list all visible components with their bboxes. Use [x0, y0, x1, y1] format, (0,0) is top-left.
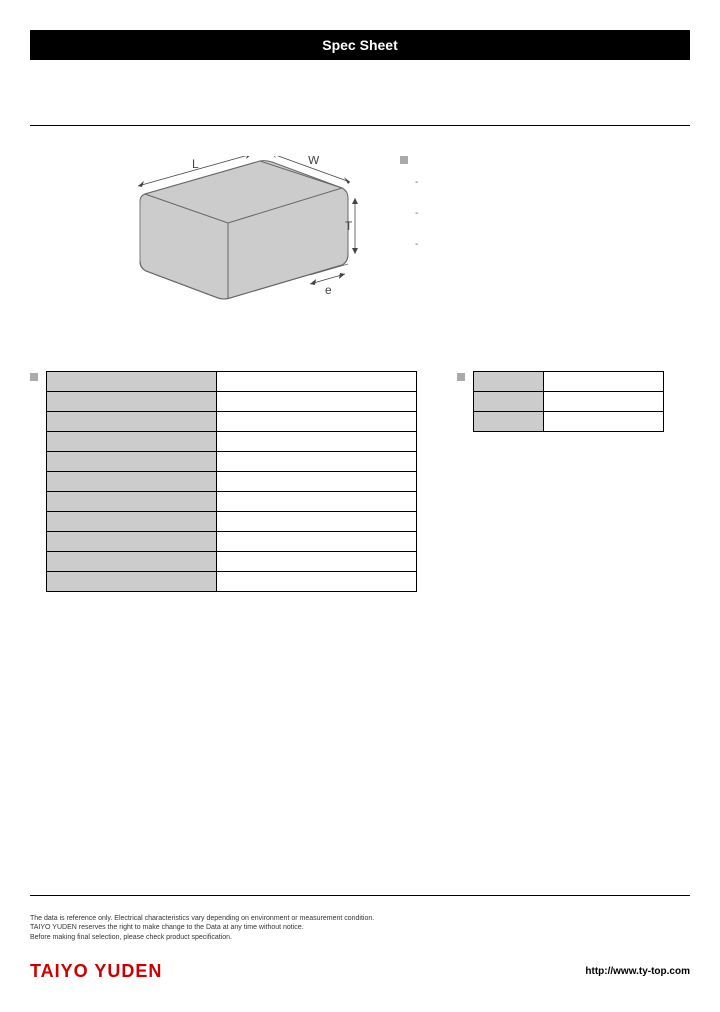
spec-value	[217, 432, 417, 452]
spec-label	[47, 532, 217, 552]
table-row	[47, 472, 417, 492]
disclaimer: The data is reference only. Electrical c…	[30, 914, 690, 943]
table-row	[474, 412, 664, 432]
dim-label-t: T	[345, 219, 353, 233]
spec-value	[217, 492, 417, 512]
spec-value	[217, 372, 417, 392]
table-row	[47, 372, 417, 392]
table-row	[47, 552, 417, 572]
bullet-icon	[457, 373, 465, 381]
dim-label-w: W	[308, 156, 320, 167]
feature-item: -	[415, 239, 690, 250]
feature-list: - - -	[400, 156, 690, 331]
component-diagram: L W T e	[120, 156, 360, 331]
spec-value	[544, 392, 664, 412]
table-row	[47, 432, 417, 452]
table-row	[474, 392, 664, 412]
spec-value	[544, 412, 664, 432]
spec-value	[217, 392, 417, 412]
disclaimer-line: Before making final selection, please ch…	[30, 933, 690, 943]
banner: Spec Sheet	[30, 30, 690, 60]
footer: The data is reference only. Electrical c…	[30, 895, 690, 982]
table-row	[47, 572, 417, 592]
top-section: L W T e - - -	[30, 156, 690, 331]
spec-value	[217, 472, 417, 492]
table-row	[47, 392, 417, 412]
footer-bottom: TAIYO YUDEN http://www.ty-top.com	[30, 961, 690, 982]
spec-value	[217, 532, 417, 552]
spec-label	[474, 372, 544, 392]
dim-label-l: L	[192, 157, 199, 171]
disclaimer-line: The data is reference only. Electrical c…	[30, 914, 690, 924]
spec-label	[474, 392, 544, 412]
banner-title: Spec Sheet	[322, 37, 397, 53]
bullet-icon	[30, 373, 38, 381]
table-row	[47, 492, 417, 512]
spec-label	[474, 412, 544, 432]
spec-table	[46, 371, 417, 592]
table-row	[47, 452, 417, 472]
brand-logo: TAIYO YUDEN	[30, 961, 162, 982]
spec-label	[47, 572, 217, 592]
spec-value	[544, 372, 664, 392]
spec-label	[47, 432, 217, 452]
spec-value	[217, 412, 417, 432]
mid-section	[30, 371, 690, 592]
spec-value	[217, 512, 417, 532]
feature-item: -	[415, 177, 690, 188]
spec-label	[47, 412, 217, 432]
feature-item: -	[415, 208, 690, 219]
spec-label	[47, 472, 217, 492]
spec-label	[47, 512, 217, 532]
spec-table-block	[30, 371, 417, 592]
spec-label	[47, 372, 217, 392]
bullet-icon	[400, 156, 408, 164]
table-row	[47, 412, 417, 432]
table-row	[474, 372, 664, 392]
spec-label	[47, 452, 217, 472]
dim-label-e: e	[325, 283, 332, 297]
spec-value	[217, 572, 417, 592]
spec-label	[47, 552, 217, 572]
side-table	[473, 371, 664, 432]
spec-value	[217, 552, 417, 572]
divider-bottom	[30, 895, 690, 896]
brand-url: http://www.ty-top.com	[585, 966, 690, 977]
disclaimer-line: TAIYO YUDEN reserves the right to make c…	[30, 923, 690, 933]
table-row	[47, 532, 417, 552]
spec-label	[47, 492, 217, 512]
spec-value	[217, 452, 417, 472]
table-row	[47, 512, 417, 532]
side-table-block	[457, 371, 664, 432]
divider-top	[30, 125, 690, 126]
spec-label	[47, 392, 217, 412]
